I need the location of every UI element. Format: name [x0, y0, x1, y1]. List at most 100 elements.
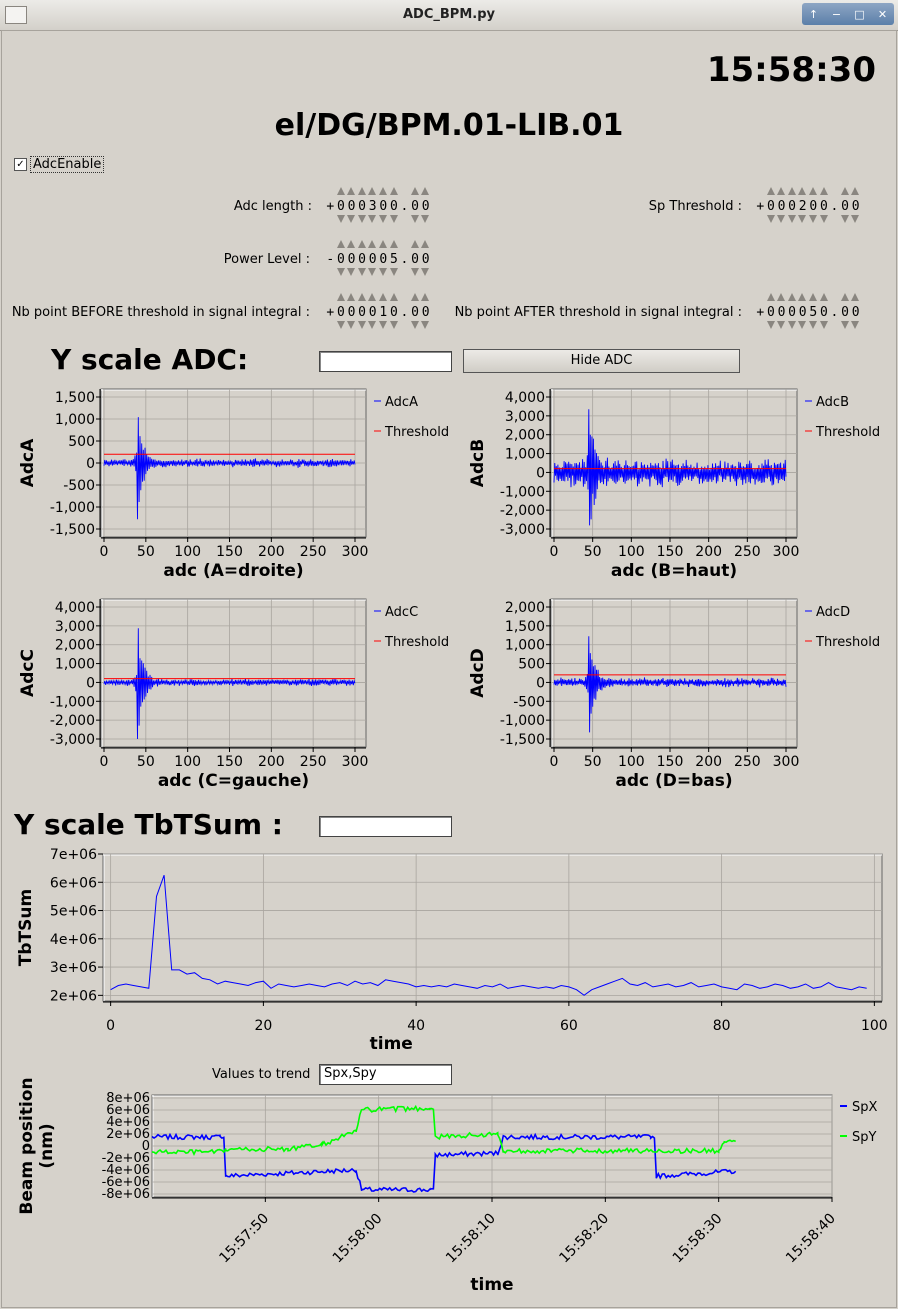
arrow-down-icon[interactable]	[808, 321, 817, 329]
arrow-up-icon[interactable]	[777, 187, 786, 195]
arrow-up-icon[interactable]	[347, 187, 356, 195]
sp-threshold-spinner[interactable]: +0 0 0 2 0 0. 0 0	[755, 187, 861, 227]
spinner-digit[interactable]: 0	[357, 187, 368, 227]
adc-length-spinner[interactable]: +0 0 0 3 0 0. 0 0	[325, 187, 431, 227]
window-menu-icon[interactable]	[5, 6, 27, 24]
arrow-down-icon[interactable]	[840, 321, 849, 329]
spinner-digit[interactable]: 0	[420, 240, 431, 280]
arrow-down-icon[interactable]	[851, 321, 860, 329]
arrow-down-icon[interactable]	[347, 215, 356, 223]
arrow-down-icon[interactable]	[766, 215, 775, 223]
arrow-up-icon[interactable]	[347, 240, 356, 248]
arrow-down-icon[interactable]	[766, 321, 775, 329]
spinner-digit[interactable]: 0	[346, 293, 357, 333]
close-icon[interactable]: ✕	[877, 7, 888, 21]
spinner-digit[interactable]: 0	[850, 293, 861, 333]
arrow-up-icon[interactable]	[798, 187, 807, 195]
arrow-down-icon[interactable]	[389, 268, 398, 276]
arrow-up-icon[interactable]	[347, 293, 356, 301]
spinner-digit[interactable]: 0	[378, 187, 389, 227]
shade-icon[interactable]: ↑	[808, 7, 819, 21]
arrow-down-icon[interactable]	[347, 321, 356, 329]
spinner-digit[interactable]: 0	[840, 187, 851, 227]
arrow-down-icon[interactable]	[357, 215, 366, 223]
spinner-digit[interactable]: 0	[776, 293, 787, 333]
maximize-icon[interactable]: □	[854, 7, 865, 21]
arrow-down-icon[interactable]	[787, 215, 796, 223]
hide-adc-button[interactable]: Hide ADC	[463, 349, 740, 373]
spinner-digit[interactable]: 0	[346, 240, 357, 280]
arrow-down-icon[interactable]	[357, 268, 366, 276]
arrow-up-icon[interactable]	[851, 293, 860, 301]
arrow-down-icon[interactable]	[336, 268, 345, 276]
arrow-down-icon[interactable]	[347, 268, 356, 276]
spinner-digit[interactable]: 0	[367, 240, 378, 280]
arrow-down-icon[interactable]	[410, 215, 419, 223]
arrow-down-icon[interactable]	[777, 321, 786, 329]
spinner-digit[interactable]: 5	[389, 240, 400, 280]
trend-input[interactable]: Spx,Spy	[319, 1064, 452, 1085]
spinner-digit[interactable]: 0	[367, 293, 378, 333]
spinner-digit[interactable]: 0	[410, 293, 421, 333]
arrow-down-icon[interactable]	[378, 215, 387, 223]
spinner-digit[interactable]: 0	[410, 240, 421, 280]
spinner-digit[interactable]: 0	[420, 293, 431, 333]
arrow-down-icon[interactable]	[389, 321, 398, 329]
arrow-up-icon[interactable]	[336, 187, 345, 195]
spinner-digit[interactable]: 0	[336, 187, 347, 227]
arrow-up-icon[interactable]	[851, 187, 860, 195]
arrow-down-icon[interactable]	[410, 268, 419, 276]
spinner-digit[interactable]: 0	[766, 293, 777, 333]
arrow-up-icon[interactable]	[777, 293, 786, 301]
arrow-up-icon[interactable]	[840, 293, 849, 301]
spinner-digit[interactable]: 0	[378, 240, 389, 280]
spinner-digit[interactable]: 0	[787, 293, 798, 333]
spinner-digit[interactable]: 0	[819, 293, 830, 333]
arrow-down-icon[interactable]	[389, 215, 398, 223]
arrow-up-icon[interactable]	[378, 187, 387, 195]
arrow-up-icon[interactable]	[357, 293, 366, 301]
arrow-up-icon[interactable]	[808, 187, 817, 195]
spinner-digit[interactable]: 0	[797, 293, 808, 333]
arrow-down-icon[interactable]	[421, 268, 430, 276]
arrow-up-icon[interactable]	[336, 293, 345, 301]
yscale-adc-input[interactable]	[319, 351, 452, 372]
arrow-down-icon[interactable]	[368, 321, 377, 329]
arrow-up-icon[interactable]	[808, 293, 817, 301]
spinner-digit[interactable]: 0	[389, 187, 400, 227]
spinner-digit[interactable]: 1	[378, 293, 389, 333]
nb-after-spinner[interactable]: +0 0 0 0 5 0. 0 0	[755, 293, 861, 333]
spinner-digit[interactable]: 0	[357, 240, 368, 280]
arrow-up-icon[interactable]	[389, 240, 398, 248]
adc-enable-checkbox[interactable]: ✓ AdcEnable	[14, 155, 105, 174]
arrow-up-icon[interactable]	[766, 187, 775, 195]
arrow-down-icon[interactable]	[336, 321, 345, 329]
arrow-up-icon[interactable]	[421, 293, 430, 301]
arrow-up-icon[interactable]	[787, 187, 796, 195]
spinner-digit[interactable]: 3	[367, 187, 378, 227]
arrow-up-icon[interactable]	[389, 187, 398, 195]
arrow-down-icon[interactable]	[378, 268, 387, 276]
spinner-digit[interactable]: 0	[776, 187, 787, 227]
arrow-up-icon[interactable]	[336, 240, 345, 248]
spinner-digit[interactable]: 5	[808, 293, 819, 333]
arrow-up-icon[interactable]	[819, 293, 828, 301]
arrow-up-icon[interactable]	[421, 240, 430, 248]
arrow-down-icon[interactable]	[798, 215, 807, 223]
arrow-up-icon[interactable]	[819, 187, 828, 195]
arrow-down-icon[interactable]	[819, 321, 828, 329]
arrow-down-icon[interactable]	[798, 321, 807, 329]
arrow-down-icon[interactable]	[840, 215, 849, 223]
arrow-up-icon[interactable]	[389, 293, 398, 301]
arrow-up-icon[interactable]	[410, 187, 419, 195]
spinner-digit[interactable]: 0	[410, 187, 421, 227]
arrow-up-icon[interactable]	[410, 240, 419, 248]
spinner-digit[interactable]: 2	[797, 187, 808, 227]
spinner-digit[interactable]: 0	[819, 187, 830, 227]
arrow-up-icon[interactable]	[357, 187, 366, 195]
arrow-down-icon[interactable]	[777, 215, 786, 223]
arrow-down-icon[interactable]	[410, 321, 419, 329]
arrow-down-icon[interactable]	[336, 215, 345, 223]
arrow-down-icon[interactable]	[378, 321, 387, 329]
